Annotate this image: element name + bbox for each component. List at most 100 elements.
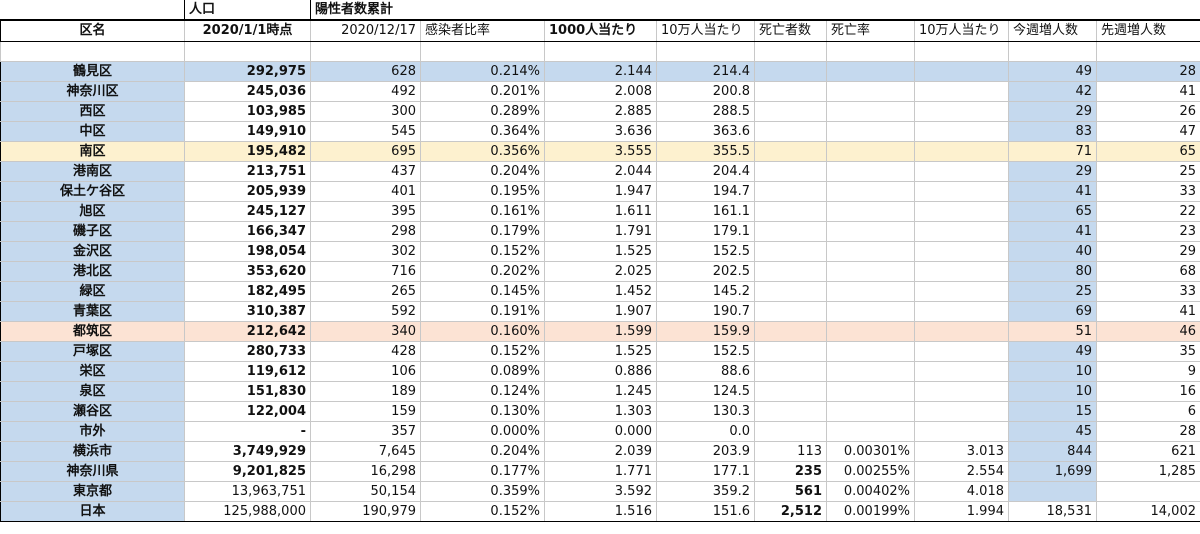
death-per100k-cell[interactable]: 3.013: [914, 440, 1009, 462]
rate-cell[interactable]: 0.191%: [420, 300, 545, 322]
last-week-cell[interactable]: 28: [1096, 420, 1200, 442]
this-week-cell[interactable]: 10: [1008, 380, 1097, 402]
per1000-cell[interactable]: 1.525: [544, 340, 657, 362]
population-cell[interactable]: 3,749,929: [184, 440, 311, 462]
death-rate-cell[interactable]: 0.00402%: [826, 480, 915, 502]
deaths-cell[interactable]: 561: [754, 480, 827, 502]
last-week-cell[interactable]: [1096, 480, 1200, 502]
population-cell[interactable]: 310,387: [184, 300, 311, 322]
cumulative-cell[interactable]: 428: [310, 340, 421, 362]
per100k-cell[interactable]: 214.4: [656, 60, 755, 82]
ward-name-cell[interactable]: 磯子区: [0, 220, 185, 242]
rate-cell[interactable]: 0.124%: [420, 380, 545, 402]
death-per100k-cell[interactable]: [914, 220, 1009, 242]
header-this-week[interactable]: 今週増人数: [1008, 19, 1097, 42]
per1000-cell[interactable]: 0.000: [544, 420, 657, 442]
ward-name-cell[interactable]: 緑区: [0, 280, 185, 302]
death-per100k-cell[interactable]: [914, 240, 1009, 262]
deaths-cell[interactable]: 113: [754, 440, 827, 462]
this-week-cell[interactable]: 844: [1008, 440, 1097, 462]
per100k-cell[interactable]: 152.5: [656, 340, 755, 362]
rate-cell[interactable]: 0.130%: [420, 400, 545, 422]
population-cell[interactable]: 195,482: [184, 140, 311, 162]
per100k-cell[interactable]: 359.2: [656, 480, 755, 502]
per1000-cell[interactable]: 1.516: [544, 500, 657, 522]
per100k-cell[interactable]: 88.6: [656, 360, 755, 382]
ward-name-cell[interactable]: 旭区: [0, 200, 185, 222]
per100k-cell[interactable]: 190.7: [656, 300, 755, 322]
deaths-cell[interactable]: [754, 380, 827, 402]
death-per100k-cell[interactable]: [914, 400, 1009, 422]
ward-name-cell[interactable]: 泉区: [0, 380, 185, 402]
per100k-cell[interactable]: 202.5: [656, 260, 755, 282]
last-week-cell[interactable]: 68: [1096, 260, 1200, 282]
death-per100k-cell[interactable]: [914, 360, 1009, 382]
death-per100k-cell[interactable]: [914, 160, 1009, 182]
population-cell[interactable]: 119,612: [184, 360, 311, 382]
last-week-cell[interactable]: 47: [1096, 120, 1200, 142]
death-per100k-cell[interactable]: [914, 340, 1009, 362]
region-name-cell[interactable]: 横浜市: [0, 440, 185, 462]
rate-cell[interactable]: 0.152%: [420, 340, 545, 362]
cumulative-cell[interactable]: 50,154: [310, 480, 421, 502]
population-cell[interactable]: 198,054: [184, 240, 311, 262]
death-rate-cell[interactable]: [826, 300, 915, 322]
population-cell[interactable]: 9,201,825: [184, 460, 311, 482]
this-week-cell[interactable]: 40: [1008, 240, 1097, 262]
header-cum-date[interactable]: 2020/12/17: [310, 19, 421, 42]
this-week-cell[interactable]: 15: [1008, 400, 1097, 422]
deaths-cell[interactable]: [754, 120, 827, 142]
cumulative-cell[interactable]: 302: [310, 240, 421, 262]
rate-cell[interactable]: 0.204%: [420, 440, 545, 462]
blank-cell[interactable]: [0, 41, 185, 62]
header-per1000[interactable]: 1000人当たり: [544, 19, 657, 42]
ward-name-cell[interactable]: 鶴見区: [0, 60, 185, 82]
ward-name-cell[interactable]: 中区: [0, 120, 185, 142]
per1000-cell[interactable]: 1.611: [544, 200, 657, 222]
last-week-cell[interactable]: 16: [1096, 380, 1200, 402]
deaths-cell[interactable]: 2,512: [754, 500, 827, 522]
rate-cell[interactable]: 0.359%: [420, 480, 545, 502]
this-week-cell[interactable]: 29: [1008, 100, 1097, 122]
per100k-cell[interactable]: 152.5: [656, 240, 755, 262]
last-week-cell[interactable]: 14,002: [1096, 500, 1200, 522]
population-cell[interactable]: 212,642: [184, 320, 311, 342]
this-week-cell[interactable]: 10: [1008, 360, 1097, 382]
death-rate-cell[interactable]: [826, 140, 915, 162]
death-per100k-cell[interactable]: [914, 420, 1009, 442]
death-per100k-cell[interactable]: [914, 80, 1009, 102]
per1000-cell[interactable]: 1.907: [544, 300, 657, 322]
cumulative-cell[interactable]: 695: [310, 140, 421, 162]
last-week-cell[interactable]: 9: [1096, 360, 1200, 382]
death-per100k-cell[interactable]: [914, 120, 1009, 142]
rate-cell[interactable]: 0.160%: [420, 320, 545, 342]
header-death-per100k[interactable]: 10万人当たり: [914, 19, 1009, 42]
blank-cell[interactable]: [310, 41, 421, 62]
population-cell[interactable]: 205,939: [184, 180, 311, 202]
death-per100k-cell[interactable]: 2.554: [914, 460, 1009, 482]
death-rate-cell[interactable]: [826, 180, 915, 202]
per1000-cell[interactable]: 1.525: [544, 240, 657, 262]
header-ward[interactable]: 区名: [0, 19, 185, 42]
per100k-cell[interactable]: 151.6: [656, 500, 755, 522]
per100k-cell[interactable]: 130.3: [656, 400, 755, 422]
blank-cell[interactable]: [184, 41, 311, 62]
death-rate-cell[interactable]: [826, 200, 915, 222]
ward-name-cell[interactable]: 栄区: [0, 360, 185, 382]
blank-cell[interactable]: [1096, 41, 1200, 62]
ward-name-cell[interactable]: 西区: [0, 100, 185, 122]
per1000-cell[interactable]: 1.791: [544, 220, 657, 242]
last-week-cell[interactable]: 28: [1096, 60, 1200, 82]
deaths-cell[interactable]: 235: [754, 460, 827, 482]
death-per100k-cell[interactable]: 4.018: [914, 480, 1009, 502]
last-week-cell[interactable]: 41: [1096, 300, 1200, 322]
deaths-cell[interactable]: [754, 60, 827, 82]
per100k-cell[interactable]: 355.5: [656, 140, 755, 162]
deaths-cell[interactable]: [754, 80, 827, 102]
per1000-cell[interactable]: 1.245: [544, 380, 657, 402]
population-cell[interactable]: 122,004: [184, 400, 311, 422]
per1000-cell[interactable]: 1.452: [544, 280, 657, 302]
ward-name-cell[interactable]: 戸塚区: [0, 340, 185, 362]
population-cell[interactable]: 292,975: [184, 60, 311, 82]
death-rate-cell[interactable]: 0.00255%: [826, 460, 915, 482]
